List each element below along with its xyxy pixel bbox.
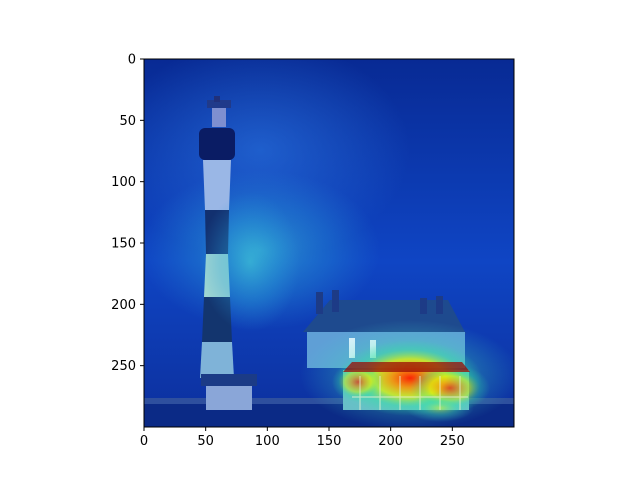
x-tick-label: 250 xyxy=(440,434,465,449)
y-tick-label: 100 xyxy=(111,175,136,190)
y-tick-label: 200 xyxy=(111,298,136,313)
y-tick-label: 150 xyxy=(111,237,136,252)
porch-railing xyxy=(352,376,468,410)
heatmap-image xyxy=(144,59,514,427)
x-axis: 0 50 100 150 200 250 xyxy=(140,427,465,449)
x-tick-label: 200 xyxy=(378,434,403,449)
y-tick-label: 50 xyxy=(119,114,136,129)
x-tick-label: 150 xyxy=(317,434,342,449)
y-axis: 0 50 100 150 200 250 xyxy=(111,53,144,374)
porch-roof xyxy=(343,362,470,372)
x-tick-label: 0 xyxy=(140,434,148,449)
x-tick-label: 100 xyxy=(255,434,280,449)
x-tick-label: 50 xyxy=(197,434,214,449)
y-tick-label: 250 xyxy=(111,359,136,374)
y-tick-label: 0 xyxy=(128,53,136,68)
